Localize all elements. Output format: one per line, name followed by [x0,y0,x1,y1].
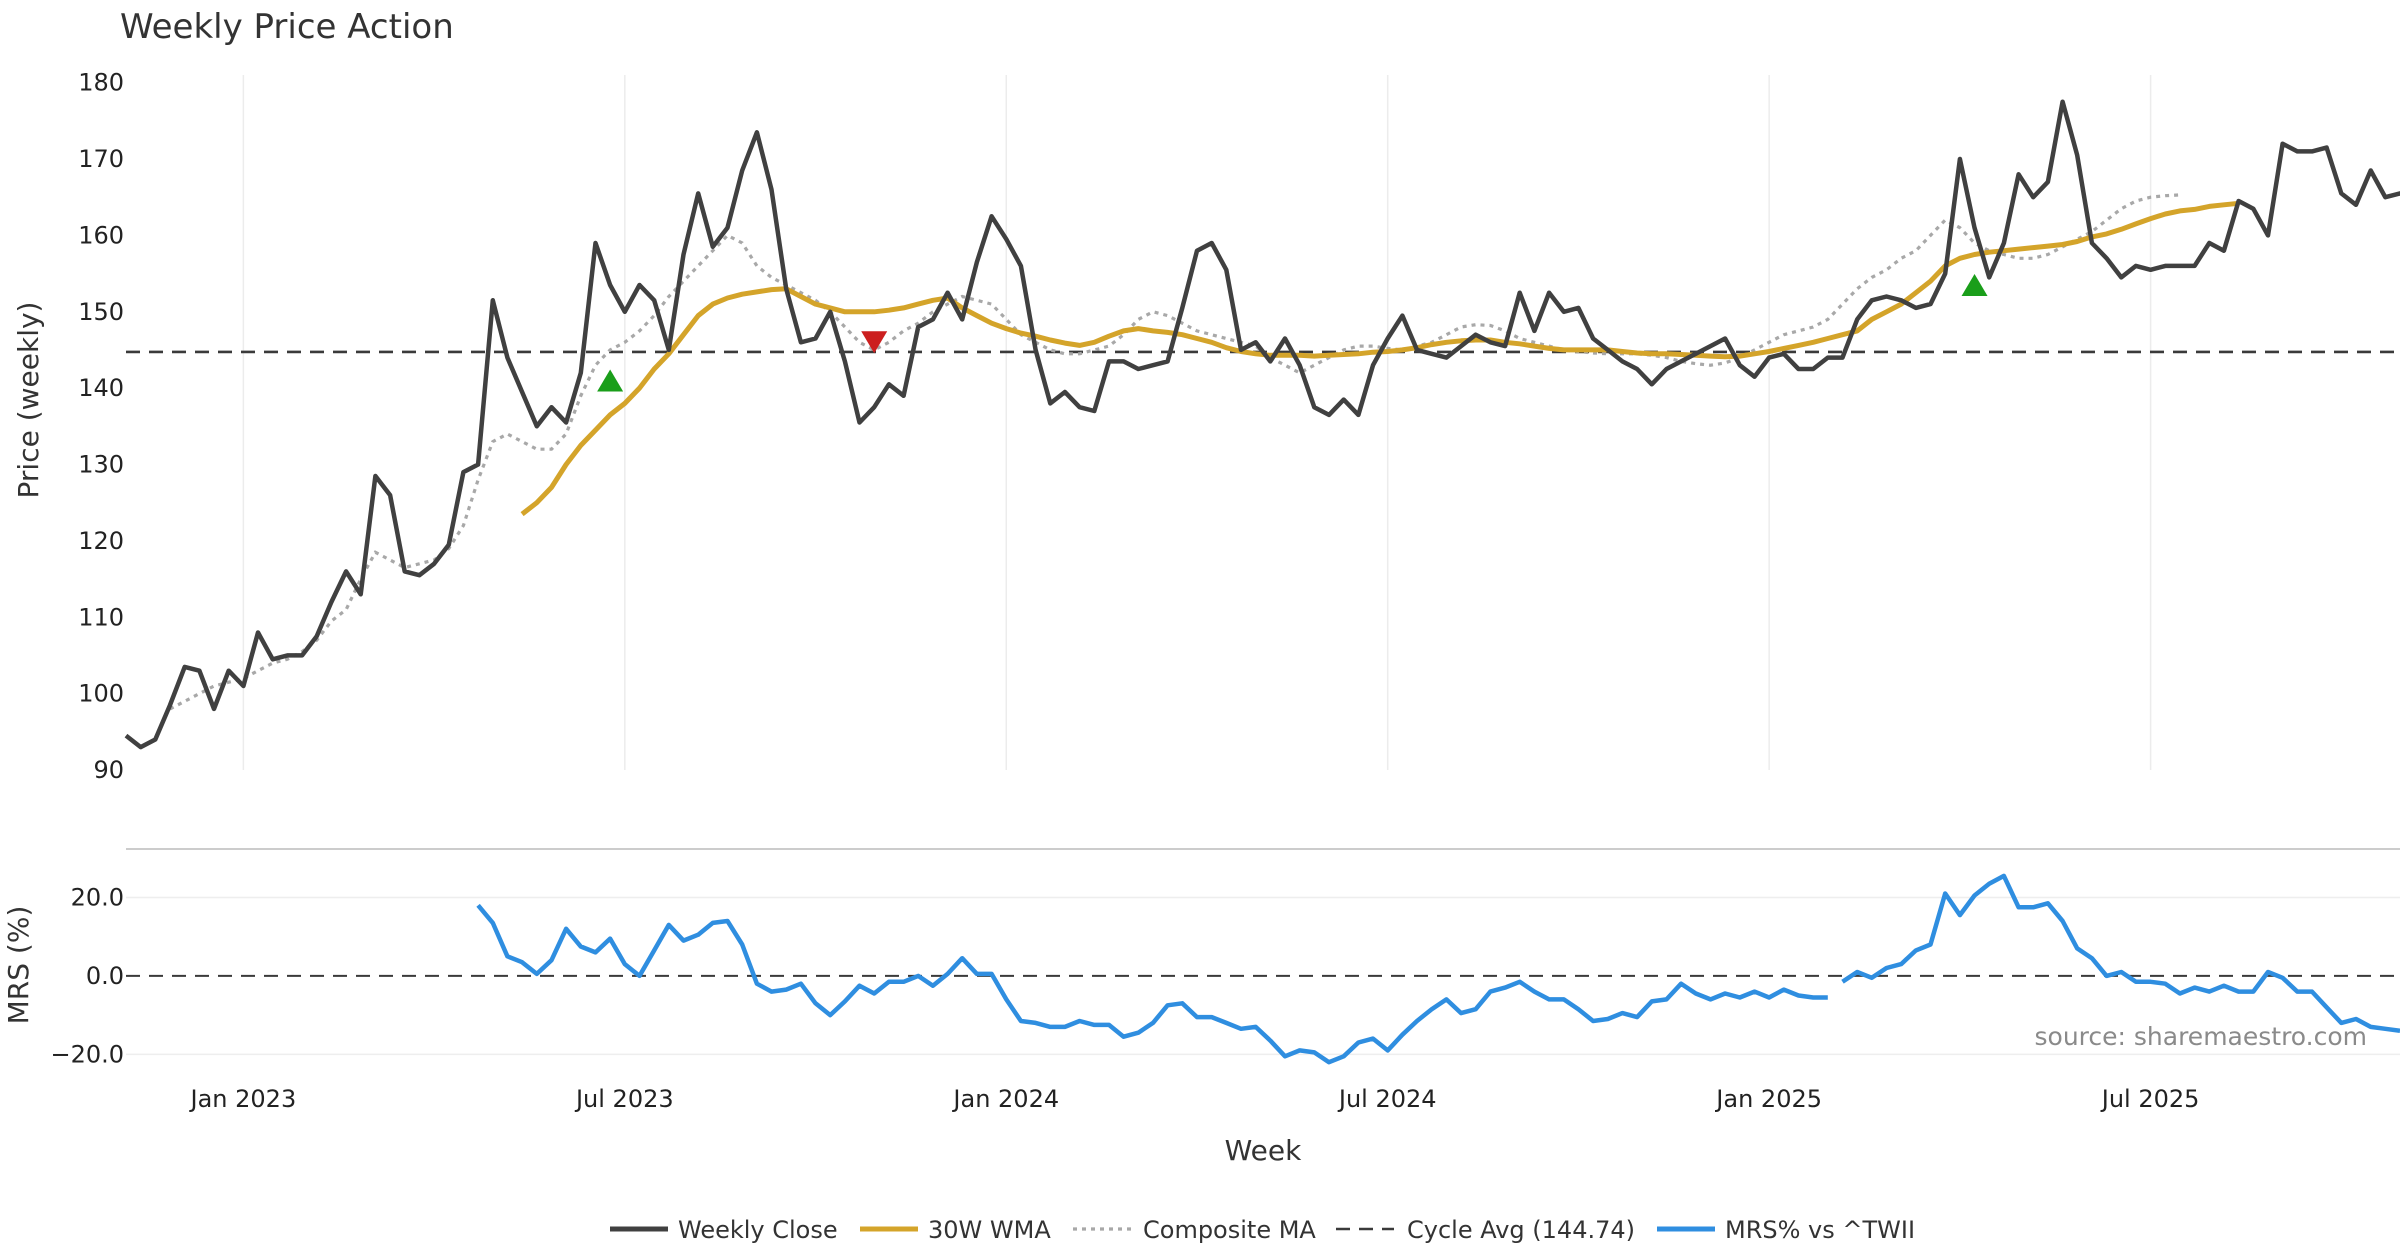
buy-signal-marker [597,369,624,392]
price-tick-label: 150 [78,298,124,326]
price-tick-label: 130 [78,451,124,479]
x-tick-label: Jul 2024 [1337,1085,1437,1113]
price-tick-label: 120 [78,527,124,555]
mrs-line [476,873,2400,1065]
mrs-tick-label: 0.0 [86,962,124,990]
buy-signal-marker [1961,274,1988,297]
price-tick-label: 100 [78,680,124,708]
chart-title: Weekly Price Action [120,7,454,47]
price-y-label: Price (weekly) [12,302,45,499]
legend-wma: 30W WMA [928,1216,1051,1244]
x-tick-label: Jul 2023 [574,1085,674,1113]
x-ticks: Jan 2023 Jul 2023 Jan 2024 Jul 2024 Jan 2025… [189,1085,2200,1113]
price-tick-label: 160 [78,221,124,249]
price-y-ticks: 90 100 110 120 130 140 150 160 170 180 [78,69,124,784]
legend-composite: Composite MA [1143,1216,1316,1244]
weekly-close-line [124,99,2400,750]
composite-ma-line [169,193,2180,711]
x-tick-label: Jan 2025 [1714,1085,1822,1113]
price-tick-label: 170 [78,145,124,173]
source-note: source: sharemaestro.com [2035,1022,2368,1051]
legend-weekly-close: Weekly Close [678,1216,838,1244]
price-tick-label: 140 [78,374,124,402]
legend-mrs: MRS% vs ^TWII [1725,1216,1915,1244]
mrs-y-label: MRS (%) [2,906,35,1025]
x-tick-label: Jul 2025 [2100,1085,2200,1113]
signals [597,274,1988,392]
mrs-y-ticks: 20.0 0.0 −20.0 [50,883,124,1068]
sell-signal-marker [861,331,888,354]
price-tick-label: 90 [93,756,124,784]
grid [126,75,2400,1056]
legend: Weekly Close 30W WMA Composite MA Cycle … [610,1216,1915,1244]
x-tick-label: Jan 2023 [189,1085,297,1113]
mrs-tick-label: 20.0 [71,883,124,911]
mrs-tick-label: −20.0 [50,1040,124,1068]
x-tick-label: Jan 2024 [951,1085,1059,1113]
price-tick-label: 110 [78,603,124,631]
legend-cycle-avg: Cycle Avg (144.74) [1407,1216,1635,1244]
x-axis-label: Week [1225,1134,1302,1167]
price-tick-label: 180 [78,69,124,97]
